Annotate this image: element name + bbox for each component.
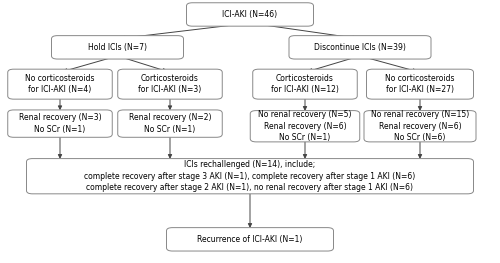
Text: Hold ICIs (N=7): Hold ICIs (N=7) [88,43,147,52]
Text: ICI-AKI (N=46): ICI-AKI (N=46) [222,10,278,19]
Text: No corticosteroids
for ICI-AKI (N=4): No corticosteroids for ICI-AKI (N=4) [25,74,95,94]
FancyBboxPatch shape [118,110,222,137]
Text: Renal recovery (N=2)
No SCr (N=1): Renal recovery (N=2) No SCr (N=1) [129,113,211,134]
FancyBboxPatch shape [289,36,431,59]
Text: Corticosteroids
for ICI-AKI (N=3): Corticosteroids for ICI-AKI (N=3) [138,74,202,94]
FancyBboxPatch shape [166,227,334,251]
Text: Corticosteroids
for ICI-AKI (N=12): Corticosteroids for ICI-AKI (N=12) [271,74,339,94]
FancyBboxPatch shape [252,69,357,99]
Text: Recurrence of ICI-AKI (N=1): Recurrence of ICI-AKI (N=1) [198,235,302,244]
Text: ICIs rechallenged (N=14), include;
complete recovery after stage 3 AKI (N=1), co: ICIs rechallenged (N=14), include; compl… [84,160,415,192]
Text: No corticosteroids
for ICI-AKI (N=27): No corticosteroids for ICI-AKI (N=27) [385,74,455,94]
FancyBboxPatch shape [186,3,314,26]
FancyBboxPatch shape [366,69,474,99]
FancyBboxPatch shape [118,69,222,99]
FancyBboxPatch shape [8,69,112,99]
FancyBboxPatch shape [52,36,184,59]
Text: No renal recovery (N=15)
Renal recovery (N=6)
No SCr (N=6): No renal recovery (N=15) Renal recovery … [371,110,469,142]
FancyBboxPatch shape [364,110,476,142]
FancyBboxPatch shape [8,110,112,137]
FancyBboxPatch shape [250,110,360,142]
Text: No renal recovery (N=5)
Renal recovery (N=6)
No SCr (N=1): No renal recovery (N=5) Renal recovery (… [258,110,352,142]
FancyBboxPatch shape [26,159,473,194]
Text: Discontinue ICIs (N=39): Discontinue ICIs (N=39) [314,43,406,52]
Text: Renal recovery (N=3)
No SCr (N=1): Renal recovery (N=3) No SCr (N=1) [18,113,102,134]
